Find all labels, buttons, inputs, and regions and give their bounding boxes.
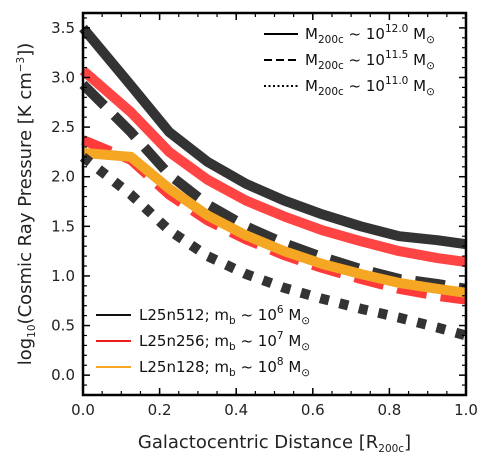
legend-mass: M200c ~ 1012.0 M⊙ M200c ~ 1011.5 M⊙ M200c …	[264, 23, 435, 98]
legend-mass-label: M200c ~ 1012.0 M⊙	[305, 23, 435, 46]
y-tick-label: 1.0	[51, 267, 75, 285]
ticks-layer: 0.0 0.2 0.4 0.6 0.8 1.0 0.0 0.5 1.0 1.5 2.0 2.5 3.0 3…	[51, 13, 478, 419]
series-line-l25n256-m120	[79, 66, 467, 267]
y-tick-label: 1.5	[51, 217, 75, 235]
series-line-l25n512-m120	[79, 24, 467, 250]
y-tick-label: 2.5	[51, 118, 75, 136]
y-tick-label: 3.5	[51, 19, 75, 37]
legend-resolution-label: L25n256; mb ~ 107 M⊙	[139, 330, 310, 353]
legend-resolution-label: L25n128; mb ~ 108 M⊙	[139, 356, 310, 379]
y-tick-label: 3.0	[51, 68, 75, 86]
y-tick-label: 0.0	[51, 366, 75, 384]
series-layer	[79, 24, 468, 341]
x-tick-label: 0.0	[71, 401, 95, 419]
x-axis-label: Galactocentric Distance [R200c]	[138, 432, 411, 455]
x-tick-label: 0.2	[148, 401, 172, 419]
x-tick-label: 0.6	[301, 401, 325, 419]
x-tick-label: 0.8	[377, 401, 401, 419]
legend-resolution: L25n512; mb ~ 106 M⊙ L25n256; mb ~ 107 M⊙…	[96, 304, 310, 379]
y-axis-label: log10(Cosmic Ray Pressure [K cm−3])	[15, 43, 38, 366]
series-line-l25n512-m115	[79, 80, 467, 294]
y-tick-label: 2.0	[51, 168, 75, 186]
legend-resolution-label: L25n512; mb ~ 106 M⊙	[139, 304, 310, 327]
y-tick-label: 0.5	[51, 317, 75, 335]
series-line-l25n128-m115	[82, 147, 467, 298]
legend-mass-label: M200c ~ 1011.5 M⊙	[305, 49, 435, 72]
series-line-l25n512-m110	[79, 152, 468, 341]
legend-mass-label: M200c ~ 1011.0 M⊙	[305, 75, 435, 98]
x-tick-label: 0.4	[224, 401, 248, 419]
x-tick-label: 1.0	[454, 401, 478, 419]
